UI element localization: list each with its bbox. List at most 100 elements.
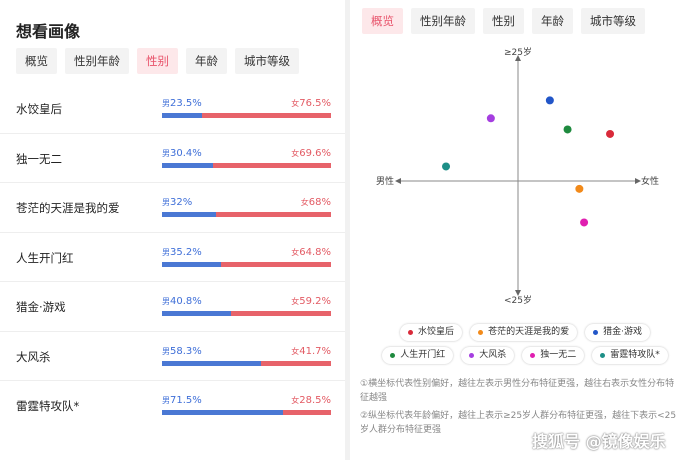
female-value: 76.5% xyxy=(299,98,331,109)
title-name: 雷霆特攻队* xyxy=(16,399,80,413)
table-row: 水饺皇后 男23.5% 女76.5% xyxy=(0,84,345,134)
tab-4[interactable]: 城市等级 xyxy=(581,8,645,34)
female-value: 64.8% xyxy=(299,246,331,258)
gender-split-bar xyxy=(162,261,331,267)
male-bar xyxy=(162,113,202,118)
female-share: 女64.8% xyxy=(291,247,331,258)
female-prefix: 女 xyxy=(291,99,300,108)
male-bar xyxy=(162,212,217,217)
gender-bar: 男30.4% 女69.6% xyxy=(162,148,331,168)
male-share: 男32% xyxy=(162,197,192,208)
table-row: 大风杀 男58.3% 女41.7% xyxy=(0,332,345,381)
scatter-point[interactable] xyxy=(606,129,615,138)
legend-item[interactable]: 大风杀 xyxy=(461,347,515,364)
tab-3[interactable]: 年龄 xyxy=(532,8,573,34)
male-prefix: 男 xyxy=(162,247,170,257)
legend-item[interactable]: 猎金·游戏 xyxy=(585,324,650,341)
title-name: 独一无二 xyxy=(16,151,62,166)
gender-bar: 男35.2% 女64.8% xyxy=(162,247,331,267)
male-bar xyxy=(162,410,283,415)
male-prefix: 男 xyxy=(162,396,170,405)
female-prefix: 女 xyxy=(291,247,300,257)
male-prefix: 男 xyxy=(162,297,170,306)
legend-label: 大风杀 xyxy=(479,350,507,360)
title-name: 大风杀 xyxy=(16,349,51,364)
gender-bar: 男71.5% 女28.5% xyxy=(162,395,331,415)
legend-item[interactable]: 雷霆特攻队* xyxy=(592,347,668,364)
female-prefix: 女 xyxy=(291,396,300,405)
legend-item[interactable]: 水饺皇后 xyxy=(400,324,463,341)
gender-split-bar xyxy=(162,360,331,366)
male-value: 30.4% xyxy=(170,147,202,159)
audience-profile-panel: 想看画像 概览 性别年龄 性别 年龄 城市等级 水饺皇后 男23.5% 女76.5% 独一无二… xyxy=(0,0,345,460)
left-tab-bar: 概览 性别年龄 性别 年龄 城市等级 xyxy=(16,48,299,74)
male-bar xyxy=(162,360,261,366)
tab-0[interactable]: 概览 xyxy=(362,8,403,34)
tab-1[interactable]: 性别年龄 xyxy=(65,48,129,74)
legend-dot-icon xyxy=(593,330,599,335)
tab-1[interactable]: 性别年龄 xyxy=(411,8,475,34)
male-share: 男23.5% xyxy=(162,98,202,109)
tab-3[interactable]: 年龄 xyxy=(186,48,227,74)
gender-split-bar xyxy=(162,410,331,415)
notes: ①横坐标代表性别偏好，越往左表示男性分布特征更强，越往右表示女性分布特征越强 ②… xyxy=(360,377,680,441)
scatter-point[interactable] xyxy=(580,218,589,227)
right-tab-bar: 概览 性别年龄 性别 年龄 城市等级 xyxy=(362,8,645,34)
female-bar xyxy=(213,162,331,168)
male-share: 男58.3% xyxy=(162,346,202,357)
legend-dot-icon xyxy=(390,353,396,358)
male-prefix: 男 xyxy=(162,148,170,158)
title-name: 人生开门红 xyxy=(16,250,74,265)
axis-label-left: 男性 xyxy=(376,175,394,187)
female-bar xyxy=(260,360,331,366)
legend-label: 苍茫的天涯是我的爱 xyxy=(488,327,570,337)
legend-label: 猎金·游戏 xyxy=(603,327,642,337)
female-share: 女41.7% xyxy=(291,346,331,357)
tab-2[interactable]: 性别 xyxy=(137,48,178,74)
female-bar xyxy=(282,410,331,415)
female-share: 女68% xyxy=(301,197,331,208)
female-share: 女59.2% xyxy=(291,296,331,307)
note-x-axis: ①横坐标代表性别偏好，越往左表示男性分布特征更强，越往右表示女性分布特征越强 xyxy=(360,379,675,403)
scatter-point[interactable] xyxy=(563,125,572,134)
gender-bar: 男23.5% 女76.5% xyxy=(162,98,331,118)
legend-label: 雷霆特攻队* xyxy=(610,350,660,360)
male-bar xyxy=(162,311,231,316)
legend-item[interactable]: 苍茫的天涯是我的爱 xyxy=(470,324,578,341)
scatter-point[interactable] xyxy=(486,114,495,123)
female-prefix: 女 xyxy=(291,297,300,306)
male-value: 35.2% xyxy=(170,246,202,258)
title-name: 猎金·游戏 xyxy=(16,300,66,314)
female-value: 68% xyxy=(308,197,331,208)
scatter-point[interactable] xyxy=(442,162,451,171)
male-prefix: 男 xyxy=(162,99,170,108)
panel-title: 想看画像 xyxy=(16,22,81,41)
legend-item[interactable]: 独一无二 xyxy=(522,347,585,364)
tab-4[interactable]: 城市等级 xyxy=(235,48,299,74)
male-bar xyxy=(162,261,222,267)
female-prefix: 女 xyxy=(300,198,309,207)
scatter-point[interactable] xyxy=(575,184,584,193)
table-row: 苍茫的天涯是我的爱 男32% 女68% xyxy=(0,183,345,233)
legend-item[interactable]: 人生开门红 xyxy=(382,347,454,364)
legend-dot-icon xyxy=(469,353,475,358)
male-value: 40.8% xyxy=(170,296,202,307)
male-value: 23.5% xyxy=(170,98,202,109)
note-y-axis: ②纵坐标代表年龄偏好，越往上表示≥25岁人群分布特征更强，越往下表示<25岁人群… xyxy=(360,411,677,435)
male-share: 男40.8% xyxy=(162,296,202,307)
tab-0[interactable]: 概览 xyxy=(16,48,57,74)
female-value: 69.6% xyxy=(299,147,331,159)
male-bar xyxy=(162,162,214,168)
gender-split-bar xyxy=(162,212,331,217)
scatter-point[interactable] xyxy=(545,96,554,105)
title-name: 苍茫的天涯是我的爱 xyxy=(16,201,120,215)
tab-2[interactable]: 性别 xyxy=(483,8,524,34)
scatter-panel: 概览 性别年龄 性别 年龄 城市等级 ≥25岁 <25岁 男性 女性 水饺皇后 苍茫的天涯… xyxy=(350,0,690,460)
legend-dot-icon xyxy=(600,353,606,358)
gender-split-bar xyxy=(162,162,331,168)
legend-dot-icon xyxy=(408,330,414,335)
legend-dot-icon xyxy=(478,330,484,335)
title-name: 水饺皇后 xyxy=(16,102,62,116)
male-share: 男35.2% xyxy=(162,247,202,258)
female-value: 59.2% xyxy=(299,296,331,307)
